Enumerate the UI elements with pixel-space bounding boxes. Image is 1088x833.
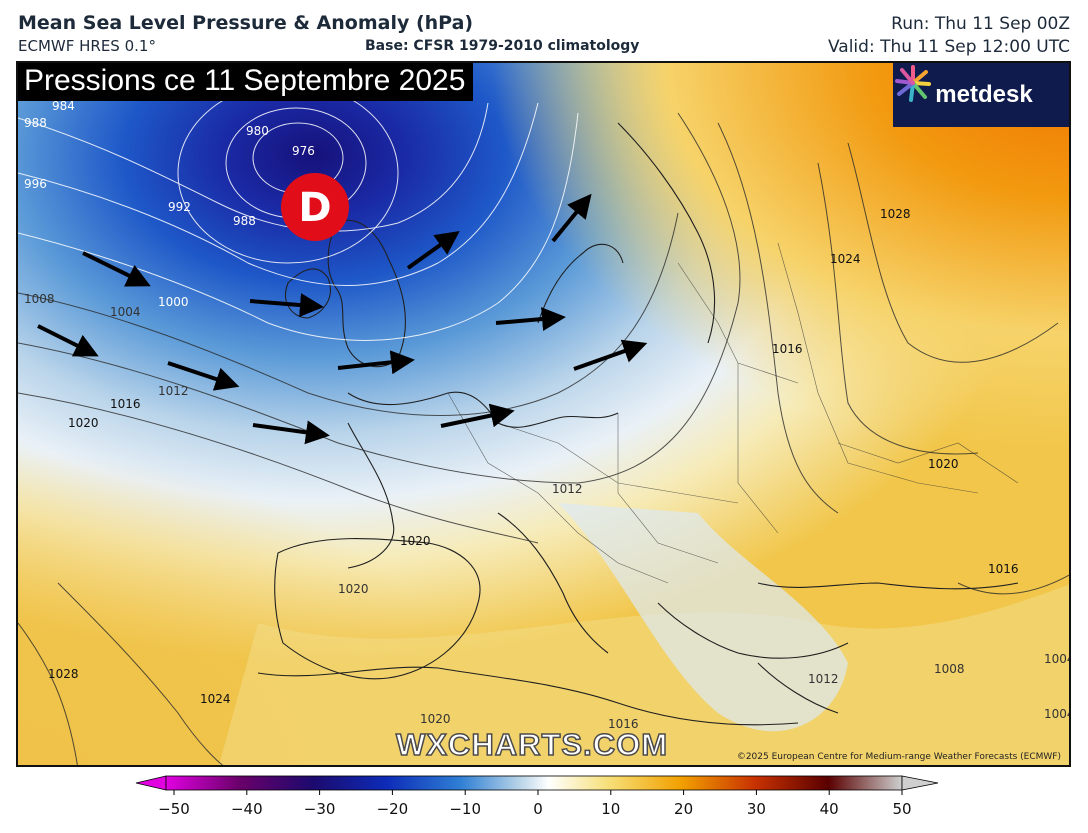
wind-arrows xyxy=(37,193,648,445)
isobar-label: 1016 xyxy=(110,397,141,411)
isobar-label: 1020 xyxy=(400,534,431,548)
isobar-label: 976 xyxy=(292,144,315,158)
low-marker-letter: D xyxy=(298,185,331,231)
wind-arrow xyxy=(551,193,592,243)
isobar-label: 1016 xyxy=(988,562,1019,576)
colorbar-max-extend xyxy=(901,775,939,791)
africa-anomaly xyxy=(219,584,1069,765)
isobar-label: 1020 xyxy=(338,582,369,596)
colorbar-tick-label: 20 xyxy=(674,800,693,818)
wind-arrow xyxy=(249,293,324,317)
metdesk-burst-icon xyxy=(895,65,931,102)
colorbar-min-extend xyxy=(135,775,167,791)
map-canvas: 984 988 980 976 996 992 988 1000 1004 10… xyxy=(18,63,1071,765)
colorbar: −50 −40 −30 −20 −10 0 10 20 30 40 50 xyxy=(135,775,939,818)
wind-arrow xyxy=(440,403,515,428)
copyright-notice: ©2025 European Centre for Medium-range W… xyxy=(736,752,1061,762)
colorbar-tick-label: −50 xyxy=(158,800,190,818)
isobar-label: 1000 xyxy=(158,295,189,309)
wind-arrow xyxy=(252,420,330,445)
isobar-label: 1008 xyxy=(24,292,55,306)
isobars-high xyxy=(18,112,1069,765)
isobar-label: 1008 xyxy=(934,662,965,676)
isobar-label: 1012 xyxy=(808,672,839,686)
isobar-labels: 984 988 980 976 996 992 988 1000 1004 10… xyxy=(24,99,1071,731)
colorbar-tick-label: 50 xyxy=(892,800,911,818)
isobar-label: 980 xyxy=(246,124,269,138)
isobar-label: 996 xyxy=(24,177,47,191)
colorbar-tick-label: 0 xyxy=(533,800,543,818)
isobar-label: 1012 xyxy=(552,482,583,496)
low-marker-disc xyxy=(281,173,349,241)
watermark: WXCHARTS.COM xyxy=(395,726,669,763)
wind-arrow xyxy=(406,231,460,270)
isobar-label: 1016 xyxy=(772,342,803,356)
wind-arrow xyxy=(37,324,99,357)
colorbar-gradient xyxy=(165,775,903,791)
isobar-label: 1012 xyxy=(158,384,189,398)
colorbar-tick-label: −20 xyxy=(377,800,409,818)
isobar-label: 1024 xyxy=(830,252,861,266)
isobar-label: 1004 xyxy=(1044,707,1071,721)
pressure-map: 984 988 980 976 996 992 988 1000 1004 10… xyxy=(16,61,1071,767)
isobar-label: 1028 xyxy=(48,667,79,681)
metdesk-logo: metdesk xyxy=(893,63,1069,127)
wind-arrow xyxy=(167,361,240,391)
isobar-label: 984 xyxy=(52,99,75,113)
med-low-anomaly xyxy=(558,503,848,732)
isobar-label: 1020 xyxy=(420,712,451,726)
colorbar-tick-label: −10 xyxy=(449,800,481,818)
isobar-label: 988 xyxy=(24,116,47,130)
colorbar-tick-label: −30 xyxy=(304,800,336,818)
isobar-label: 1024 xyxy=(200,692,231,706)
isobar-label: 1020 xyxy=(68,416,99,430)
isobar-label: 1028 xyxy=(880,207,911,221)
isobar-label: 1016 xyxy=(608,717,639,731)
wind-arrow xyxy=(573,339,648,371)
colorbar-tick-label: 30 xyxy=(747,800,766,818)
low-pressure-marker: D xyxy=(281,173,349,241)
colorbar-tick-label: 40 xyxy=(820,800,839,818)
valid-label: Valid: Thu 11 Sep 12:00 UTC xyxy=(827,37,1070,57)
colorbar-ticks: −50 −40 −30 −20 −10 0 10 20 30 40 50 xyxy=(158,790,912,818)
colorbar-tick-label: −40 xyxy=(231,800,263,818)
borders xyxy=(447,242,1019,584)
wind-arrow xyxy=(495,307,566,331)
model-label: ECMWF HRES 0.1° xyxy=(18,37,156,55)
chart-title: Mean Sea Level Pressure & Anomaly (hPa) xyxy=(18,12,474,34)
isobar-label: 992 xyxy=(168,200,191,214)
isobar-label: 988 xyxy=(233,214,256,228)
run-label: Run: Thu 11 Sep 00Z xyxy=(891,14,1070,34)
wind-arrow xyxy=(82,251,151,287)
isobar-label: 1020 xyxy=(928,457,959,471)
isobar-label: 1004 xyxy=(1044,652,1071,666)
wind-arrow xyxy=(337,350,415,375)
base-label: Base: CFSR 1979-2010 climatology xyxy=(365,38,640,54)
isobar-label: 1004 xyxy=(110,305,141,319)
logo-text: metdesk xyxy=(935,81,1033,108)
overlay-title: Pressions ce 11 Septembre 2025 xyxy=(18,63,474,101)
colorbar-tick-label: 10 xyxy=(601,800,620,818)
